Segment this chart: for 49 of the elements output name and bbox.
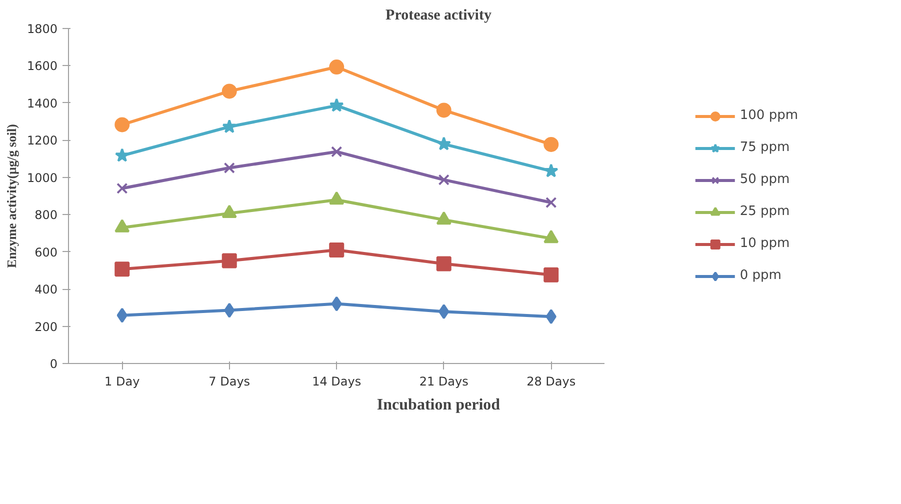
y-tick-label: 1800 (26, 22, 58, 36)
x-tick-label: 7 Days (208, 374, 250, 388)
x-tick-label: 28 Days (526, 374, 576, 388)
point (331, 146, 342, 158)
point (331, 296, 342, 312)
legend-label: 10 ppm (740, 236, 790, 251)
point (544, 164, 558, 178)
legend-label: 50 ppm (740, 172, 790, 187)
y-tick-label: 800 (34, 208, 58, 222)
y-tick-label: 1600 (26, 59, 58, 74)
legend-label: 75 ppm (740, 140, 790, 155)
y-tick-label: 600 (34, 245, 58, 260)
point (438, 304, 450, 320)
y-tick-label: 1200 (26, 134, 58, 148)
y-axis-title: Enzyme activity(µg/g soil) (4, 124, 19, 268)
y-tick-label: 1000 (26, 170, 58, 185)
point (436, 136, 452, 150)
point (224, 162, 235, 174)
point (544, 267, 559, 282)
x-tick-label: 21 Days (419, 374, 468, 388)
legend-label: 100 ppm (740, 108, 798, 123)
point (436, 102, 452, 118)
y-tick-label: 0 (50, 357, 58, 371)
x-axis-title: Incubation period (376, 396, 500, 414)
point (436, 256, 452, 272)
point (114, 148, 130, 162)
chart-title: Protease activity (386, 8, 492, 24)
x-tick-label: 14 Days (312, 374, 362, 388)
point (544, 136, 559, 152)
point (114, 117, 130, 132)
legend-label: 0 ppm (740, 268, 782, 283)
y-tick-label: 200 (34, 320, 58, 334)
point (438, 174, 450, 186)
point (546, 196, 557, 208)
point (222, 119, 237, 134)
point (329, 98, 344, 112)
point (114, 262, 130, 277)
y-tick-label: 400 (34, 282, 58, 297)
point (224, 302, 235, 318)
point (546, 309, 556, 324)
point (329, 242, 344, 258)
point (116, 308, 128, 323)
y-tick-label: 1400 (26, 96, 58, 110)
x-tick-label: 1 Day (104, 374, 140, 388)
point (222, 253, 237, 268)
point (222, 84, 237, 99)
legend-label: 25 ppm (740, 204, 790, 219)
point (329, 60, 344, 75)
point (116, 182, 128, 194)
